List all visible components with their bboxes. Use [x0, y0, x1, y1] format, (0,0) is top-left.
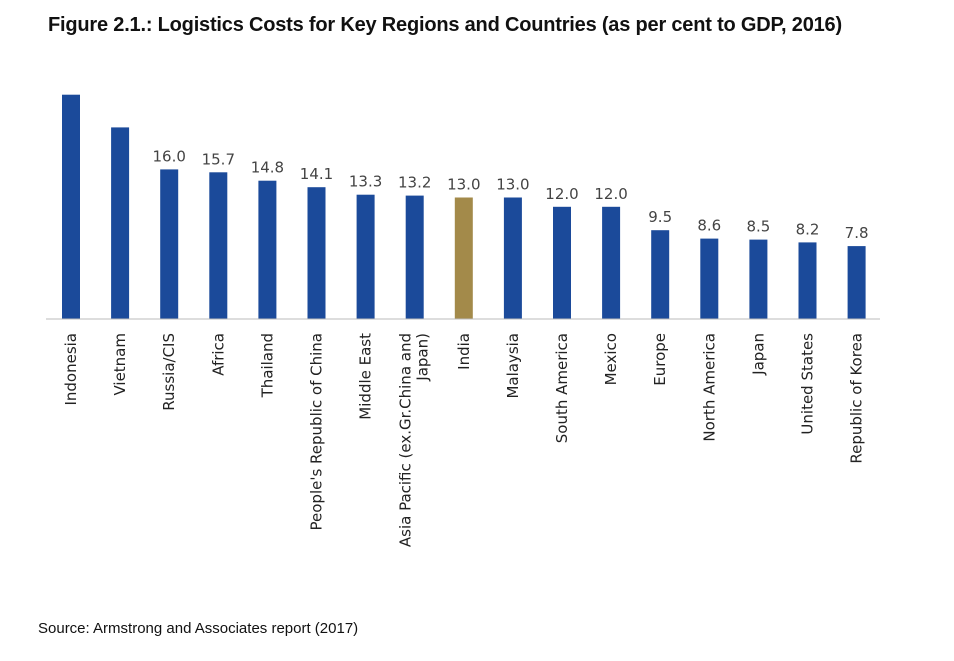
bar-mexico: [602, 206, 621, 319]
category-label: Republic of Korea: [848, 333, 866, 464]
category-label: Africa: [209, 333, 227, 376]
data-label: 12.0: [594, 185, 627, 203]
data-label: 15.7: [202, 150, 235, 168]
bar-europe: [651, 230, 670, 319]
data-label: 13.0: [447, 176, 480, 194]
data-label: 13.2: [398, 174, 431, 192]
category-label: People's Republic of China: [308, 333, 326, 531]
bar-russia-cis: [160, 169, 179, 319]
data-label: 9.5: [648, 208, 672, 226]
data-label: 13.0: [496, 176, 529, 194]
bar-malaysia: [503, 197, 522, 319]
category-label: South America: [553, 333, 571, 443]
bar-africa: [209, 172, 228, 319]
category-label: Indonesia: [62, 333, 80, 406]
source-note: Source: Armstrong and Associates report …: [38, 620, 359, 637]
data-label: 8.5: [746, 218, 770, 236]
data-label: 14.1: [300, 165, 333, 183]
category-label: Vietnam: [111, 333, 129, 396]
bar-north-america: [700, 238, 719, 319]
category-label: Middle East: [357, 333, 375, 420]
bar-vietnam: [111, 127, 130, 320]
data-label: 8.6: [697, 217, 721, 235]
chart-title: Figure 2.1.: Logistics Costs for Key Reg…: [48, 14, 842, 36]
category-label: United States: [799, 333, 817, 435]
bar-south-america: [553, 206, 571, 319]
category-label: Mexico: [602, 333, 620, 385]
category-label: Europe: [651, 333, 669, 386]
bar-india: [454, 197, 473, 319]
bar-asia-pacific-ex-gr-china-and-japan: [405, 195, 424, 319]
category-label: Malaysia: [504, 333, 522, 399]
bar-japan: [749, 239, 768, 319]
bar-middle-east: [356, 194, 375, 319]
data-label: 12.0: [545, 185, 578, 203]
category-label: Asia Pacific (ex.Gr.China andJapan): [397, 333, 432, 547]
data-label: 14.8: [251, 159, 284, 177]
bar-indonesia: [62, 94, 80, 319]
data-label: 8.2: [796, 220, 820, 238]
data-label: 13.3: [349, 173, 382, 191]
category-label: North America: [700, 333, 718, 442]
category-label: Thailand: [258, 333, 276, 398]
category-label: India: [455, 333, 473, 370]
data-label: 7.8: [845, 224, 869, 242]
bar-united-states: [798, 242, 817, 319]
category-label: Russia/CIS: [160, 333, 178, 411]
bar-republic-of-korea: [847, 246, 866, 319]
data-label: 16.0: [152, 147, 185, 165]
category-label: Japan: [749, 333, 767, 376]
bar-thailand: [258, 180, 277, 319]
bar-people-s-republic-of-china: [307, 187, 326, 319]
